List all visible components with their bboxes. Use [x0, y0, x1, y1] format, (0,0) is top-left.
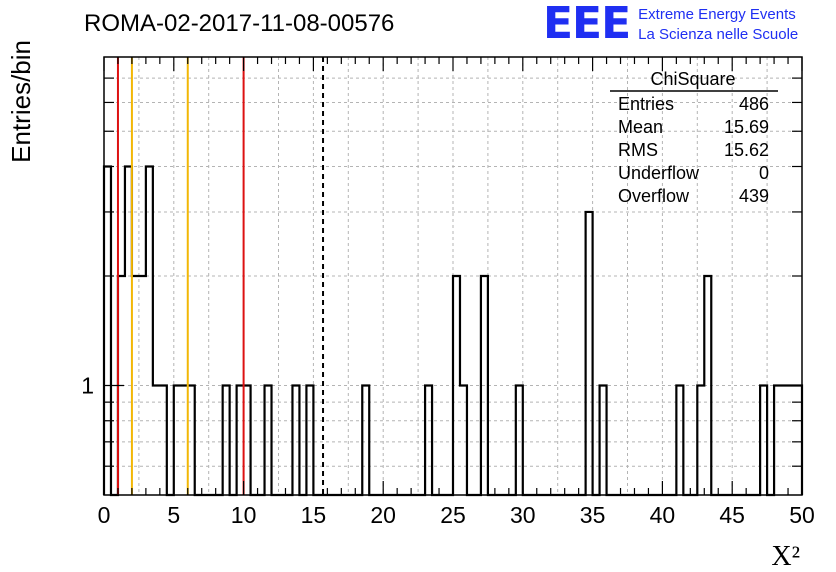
histogram-bin — [306, 386, 313, 496]
stats-label: Entries — [618, 94, 674, 114]
stats-value: 486 — [739, 94, 769, 114]
logo-line-1: Extreme Energy Events — [638, 6, 796, 23]
histogram-bin — [704, 276, 711, 495]
logo-mark: EEE — [543, 0, 631, 49]
marker-lines — [116, 57, 325, 495]
histogram-bin — [181, 386, 188, 496]
histogram-bin — [146, 167, 153, 496]
histogram-bin — [265, 386, 272, 496]
histogram-bin — [139, 276, 146, 495]
histogram-bin — [244, 386, 251, 496]
x-tick-label: 10 — [231, 502, 257, 528]
x-tick-label: 35 — [580, 502, 606, 528]
x-tick-label: 30 — [510, 502, 536, 528]
stats-box: ChiSquare Entries 486 Mean 15.69 RMS 15.62 Unde… — [610, 69, 778, 206]
histogram-bin — [160, 386, 167, 496]
x-tick-label: 5 — [167, 502, 180, 528]
stats-label: Underflow — [618, 163, 700, 183]
histogram-bin — [760, 386, 767, 496]
stats-label: Mean — [618, 117, 663, 137]
histogram-bin — [600, 386, 607, 496]
x-tick-label: 0 — [98, 502, 111, 528]
histogram-bin — [132, 276, 139, 495]
y-axis-label: Entries/bin — [6, 40, 36, 163]
histogram-bin — [362, 386, 369, 496]
stats-value: 15.62 — [724, 140, 769, 160]
histogram-bin — [676, 386, 683, 496]
axis-ticks — [103, 57, 803, 495]
x-tick-label: 50 — [789, 502, 815, 528]
x-tick-label: 25 — [440, 502, 466, 528]
stats-value: 15.69 — [724, 117, 769, 137]
x-tick-label: 45 — [719, 502, 745, 528]
histogram-bin — [781, 386, 788, 496]
stats-title: ChiSquare — [650, 69, 735, 89]
histogram-bin — [223, 386, 230, 496]
chart-title: ROMA-02-2017-11-08-00576 — [84, 10, 395, 37]
histogram-bin — [153, 386, 160, 496]
histogram-bin — [125, 167, 132, 496]
logo-line-2: La Scienza nelle Scuole — [638, 26, 799, 43]
histogram-bin — [292, 386, 299, 496]
stats-value: 439 — [739, 186, 769, 206]
stats-label: RMS — [618, 140, 658, 160]
eee-logo: EEE Extreme Energy Events La Scienza nel… — [543, 2, 798, 46]
y-tick-label: 1 — [81, 373, 94, 399]
logo-text: Extreme Energy Events La Scienza nelle S… — [638, 5, 798, 45]
histogram-bin — [697, 386, 704, 496]
x-tick-label: 15 — [301, 502, 327, 528]
histogram-bin — [174, 386, 181, 496]
histogram-bin — [425, 386, 432, 496]
x-tick-label: 20 — [370, 502, 396, 528]
stats-value: 0 — [759, 163, 769, 183]
histogram-bin — [237, 386, 244, 496]
histogram-bin — [481, 276, 488, 495]
histogram-bin — [516, 386, 523, 496]
histogram-bin — [453, 276, 460, 495]
stats-label: Overflow — [618, 186, 690, 206]
histogram-bin — [460, 386, 467, 496]
histogram-bin — [586, 212, 593, 495]
histogram-bin — [104, 167, 111, 496]
histogram-bin — [188, 386, 195, 496]
x-axis-label: X² — [771, 541, 800, 572]
axis-labels: 0 5 10 15 20 25 30 35 40 45 50 1 Entries/bin X² — [6, 40, 815, 572]
histogram-bin — [774, 386, 781, 496]
x-tick-label: 40 — [650, 502, 676, 528]
